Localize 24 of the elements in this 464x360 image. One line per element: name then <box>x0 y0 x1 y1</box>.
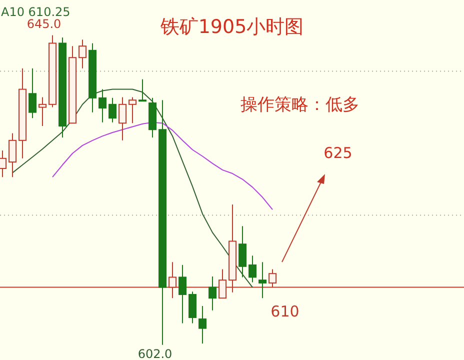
candlestick <box>108 97 116 123</box>
candlestick <box>98 88 106 123</box>
candlestick <box>208 276 216 311</box>
candlestick <box>0 150 6 178</box>
candlestick <box>78 39 86 69</box>
candlestick <box>128 96 136 124</box>
candlestick <box>188 291 196 324</box>
candlestick <box>258 262 266 299</box>
candlestick <box>8 132 16 178</box>
candlestick <box>238 226 246 278</box>
candlestick <box>28 68 36 119</box>
annotation: A10 610.25 <box>1 5 70 19</box>
candlestick <box>248 255 256 283</box>
candlestick <box>118 96 126 141</box>
candlestick <box>138 78 146 102</box>
annotation: 645.0 <box>26 17 62 31</box>
candlestick <box>38 96 46 126</box>
text: 625 <box>324 144 352 162</box>
annotation: 602.0 <box>138 347 172 360</box>
text: 铁矿1905小时图 <box>159 16 304 38</box>
candlestick <box>178 264 186 324</box>
annotation: 操作策略：低多 <box>240 95 360 115</box>
ref-line-label: 610 <box>270 302 300 320</box>
candlestick <box>198 306 206 344</box>
